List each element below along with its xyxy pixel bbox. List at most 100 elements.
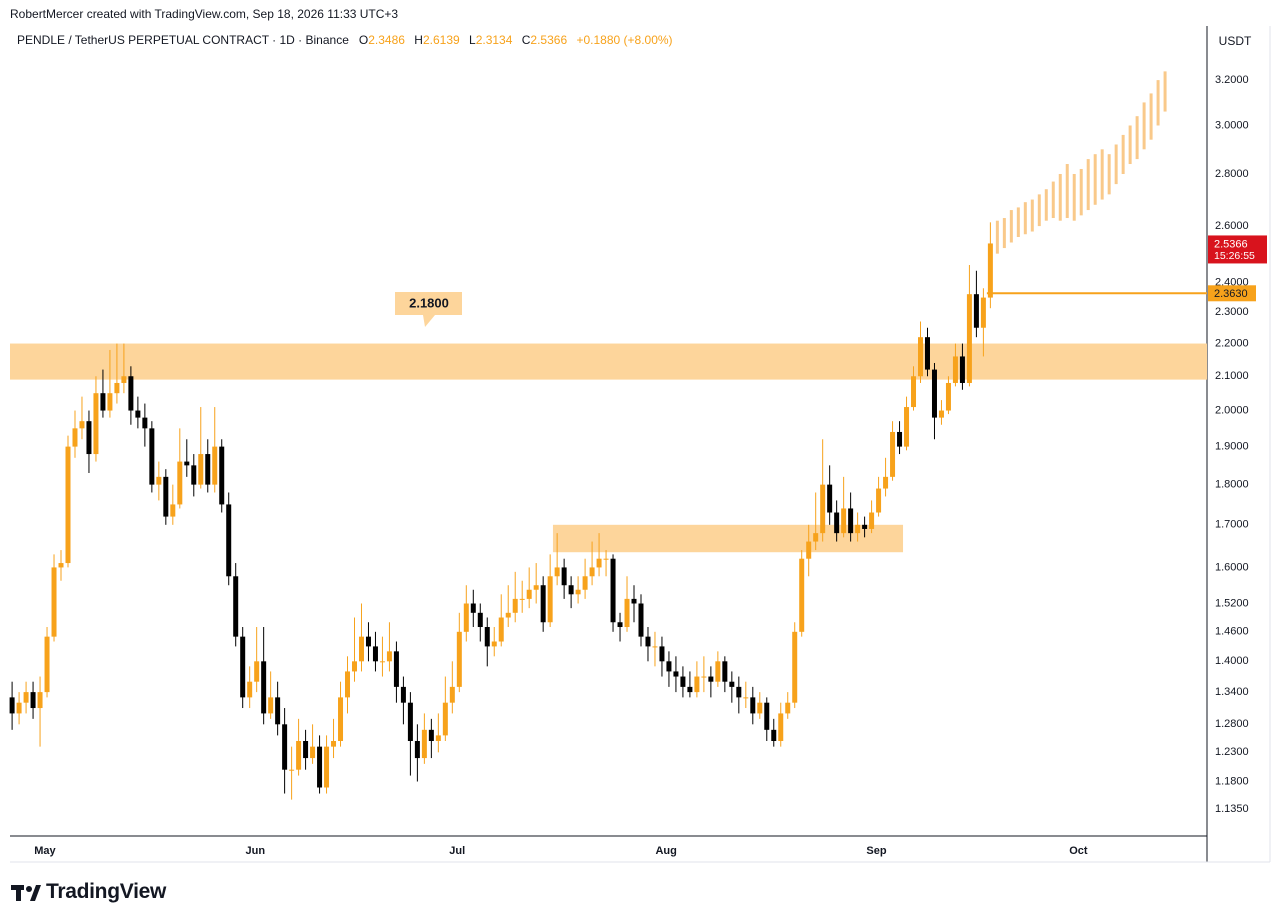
candle-body xyxy=(317,746,323,788)
projection-bar xyxy=(1009,210,1013,243)
candle-body xyxy=(142,417,148,429)
candle-body xyxy=(799,558,805,632)
candle-body xyxy=(848,508,854,534)
candle-body xyxy=(282,724,288,770)
x-tick-label: Jul xyxy=(449,845,465,857)
y-tick-label: 2.2000 xyxy=(1215,337,1249,349)
candle-body xyxy=(778,713,784,741)
projection-bar xyxy=(1156,80,1160,126)
candle-body xyxy=(519,598,525,600)
candle-body xyxy=(456,631,462,687)
candle-body xyxy=(568,585,574,595)
candle-body xyxy=(505,612,511,618)
projection-bar xyxy=(1072,173,1076,221)
candle-body xyxy=(184,461,190,466)
candle-body xyxy=(631,598,637,604)
change: +0.1880 (+8.00%) xyxy=(576,33,673,47)
candle-body xyxy=(51,567,57,637)
projection-bar xyxy=(1065,164,1069,219)
candle-body xyxy=(414,740,420,759)
candle-body xyxy=(421,729,427,759)
projection-bar xyxy=(1030,199,1034,232)
candle-body xyxy=(86,421,92,455)
candle-body xyxy=(247,681,253,698)
y-tick-label: 2.8000 xyxy=(1215,168,1249,180)
x-tick-label: Aug xyxy=(655,845,676,857)
ohlc-value: 2.5366 xyxy=(530,33,568,47)
candle-body xyxy=(715,661,721,682)
candle-body xyxy=(191,465,197,485)
candle-body xyxy=(121,376,127,383)
candle-body xyxy=(589,567,595,577)
candle-body xyxy=(296,740,302,770)
currency: USDT xyxy=(1219,34,1252,48)
candle-body xyxy=(275,697,281,725)
candle-body xyxy=(834,512,840,534)
candle-body xyxy=(610,558,616,623)
candle-body xyxy=(477,612,483,628)
candle-body xyxy=(261,661,267,714)
candle-body xyxy=(973,294,979,328)
y-tick-label: 3.2000 xyxy=(1215,74,1249,86)
candle-body xyxy=(757,702,763,714)
credit: RobertMercer created with TradingView.co… xyxy=(10,7,399,21)
y-tick-label: 1.5200 xyxy=(1215,597,1249,609)
candle-body xyxy=(526,589,532,599)
y-tick-label: 1.4000 xyxy=(1215,655,1249,667)
candle-body xyxy=(764,702,770,730)
candle-body xyxy=(987,243,993,298)
candle-body xyxy=(79,421,85,429)
candle-body xyxy=(862,524,868,529)
countdown: 15:26:55 xyxy=(1214,250,1255,262)
zone-label: 2.1800 xyxy=(409,295,449,310)
ohlc-value: 2.6139 xyxy=(422,33,460,47)
projection-bar xyxy=(1016,207,1020,237)
projection-bar xyxy=(1114,144,1118,185)
projection-bar xyxy=(1128,125,1132,165)
candle-body xyxy=(841,508,847,534)
projection-bar xyxy=(995,220,999,254)
projection-bar xyxy=(1044,189,1048,221)
candle-body xyxy=(785,702,791,714)
candle-body xyxy=(827,484,833,513)
candle-body xyxy=(100,393,106,411)
candle-body xyxy=(952,356,958,383)
brand-logo xyxy=(11,885,41,901)
candle-body xyxy=(93,393,99,455)
candle-body xyxy=(617,622,623,628)
candle-body xyxy=(58,563,64,568)
candle-body xyxy=(442,702,448,736)
candle-body xyxy=(820,484,826,534)
x-tick-label: Jun xyxy=(245,845,265,857)
candle-body xyxy=(289,769,295,771)
candle-body xyxy=(911,376,917,408)
y-tick-label: 1.2300 xyxy=(1215,746,1249,758)
candle-body xyxy=(547,576,553,623)
y-tick-label: 1.7000 xyxy=(1215,519,1249,531)
candle-body xyxy=(659,646,665,662)
candle-body xyxy=(435,735,441,741)
candle-body xyxy=(268,697,274,714)
ohlc-letter: L xyxy=(469,33,476,47)
y-tick-label: 1.6000 xyxy=(1215,561,1249,573)
candle-body xyxy=(324,746,330,788)
candle-body xyxy=(904,407,910,447)
ohlc-letter: C xyxy=(521,33,531,47)
price-tag xyxy=(1208,235,1267,264)
candle-body xyxy=(44,636,50,693)
candle-body xyxy=(540,585,546,623)
candle-body xyxy=(931,369,937,418)
candle-body xyxy=(771,729,777,741)
candle-body xyxy=(331,740,337,747)
y-tick-label: 3.0000 xyxy=(1215,119,1249,131)
candle-body xyxy=(107,393,113,411)
candle-body xyxy=(855,524,861,534)
candle-body xyxy=(869,512,875,529)
candle-body xyxy=(163,476,169,517)
candle-body xyxy=(128,376,134,411)
candle-body xyxy=(65,446,71,564)
projection-bar xyxy=(1100,149,1104,200)
candle-body xyxy=(219,446,225,505)
candle-body xyxy=(694,676,700,693)
